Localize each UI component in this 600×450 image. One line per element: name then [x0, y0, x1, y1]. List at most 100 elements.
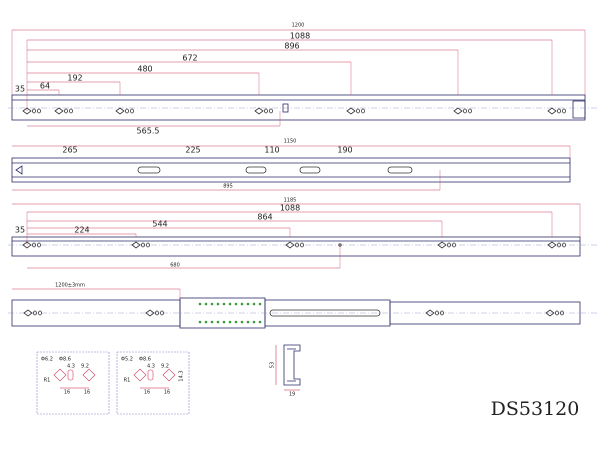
dimension-label: 53 — [270, 362, 276, 368]
dimension-label: 265 — [62, 146, 77, 155]
hole — [33, 310, 37, 316]
hole — [300, 242, 304, 248]
rail-inner — [11, 157, 571, 183]
hole — [145, 309, 155, 317]
dimension-label: 1150 — [284, 139, 297, 145]
dimension-label: 1088 — [280, 204, 300, 213]
dimension-label: 895 — [223, 184, 233, 190]
bearing — [210, 320, 214, 324]
dimension-label: 1088 — [290, 32, 310, 41]
hole — [254, 107, 264, 115]
rail-tip — [15, 165, 23, 175]
bearing — [228, 302, 232, 306]
dimension-label: Φ8.6 — [139, 357, 151, 363]
bearing — [246, 302, 250, 306]
rail-outer — [11, 236, 581, 257]
hole — [463, 108, 467, 114]
hole — [468, 108, 472, 114]
bearing — [198, 302, 202, 306]
dimension-label: Φ6.2 — [41, 357, 53, 363]
dimension-label: Φ5.2 — [121, 357, 133, 363]
slot — [299, 166, 321, 174]
dimension-label: 1185 — [284, 198, 297, 204]
hole — [557, 108, 561, 114]
hole — [435, 310, 439, 316]
hole — [264, 108, 268, 114]
bearing — [210, 302, 214, 306]
hole — [437, 241, 447, 249]
dimension-label: 4.3 — [147, 364, 155, 370]
dimension-label: R1 — [124, 378, 131, 384]
bearing — [240, 320, 244, 324]
hole-shape — [53, 368, 67, 382]
profile — [283, 344, 301, 386]
dimension-label: 190 — [337, 146, 352, 155]
dimension-label: 864 — [257, 213, 272, 222]
dimension-label: 16 — [144, 390, 150, 396]
hole — [54, 107, 64, 115]
bearing — [198, 320, 202, 324]
dimension-label: 192 — [67, 74, 82, 83]
hole — [547, 241, 557, 249]
dimension-label: 35 — [15, 85, 25, 94]
dimension-label: 14.3 — [179, 370, 185, 381]
hole-shape — [82, 368, 96, 382]
bearing — [246, 320, 250, 324]
hole — [146, 242, 150, 248]
hole — [562, 108, 566, 114]
hole — [440, 310, 444, 316]
dimension-label: 680 — [170, 263, 180, 269]
hole — [155, 310, 159, 316]
bearing — [216, 320, 220, 324]
detail-box — [116, 351, 190, 415]
hole — [37, 242, 41, 248]
dimension-label: 896 — [284, 42, 299, 51]
hole-shape — [67, 369, 74, 381]
slot — [269, 309, 381, 317]
rail-closed — [11, 94, 586, 121]
dimension-label: 480 — [137, 65, 152, 74]
dimension-label: 544 — [152, 220, 167, 229]
dimension-label: R1 — [44, 378, 51, 384]
bearing — [252, 302, 256, 306]
model-number: DS53120 — [491, 398, 580, 420]
hole — [295, 242, 299, 248]
hole — [37, 108, 41, 114]
dimension-label: 1200±3mm — [55, 283, 85, 289]
detail-box — [36, 351, 110, 415]
hole — [115, 107, 125, 115]
bearing — [222, 302, 226, 306]
dimension-label: 16 — [64, 390, 70, 396]
hole — [562, 242, 566, 248]
hole — [160, 310, 164, 316]
dimension-label: 16 — [164, 390, 170, 396]
hole — [547, 107, 557, 115]
dimension-label: 672 — [182, 54, 197, 63]
bearing — [240, 302, 244, 306]
hole — [346, 107, 356, 115]
hole — [32, 108, 36, 114]
hole — [545, 309, 555, 317]
hole — [141, 242, 145, 248]
dimension-label: 4.3 — [67, 364, 75, 370]
bearing — [258, 320, 262, 324]
hole — [555, 310, 559, 316]
bearing — [204, 320, 208, 324]
hole — [64, 108, 68, 114]
hole — [361, 108, 365, 114]
bearing — [222, 320, 226, 324]
dimension-label: 19 — [289, 392, 295, 398]
hole — [22, 241, 32, 249]
hole — [32, 242, 36, 248]
dimension-label: 225 — [185, 146, 200, 155]
dimension-label: 224 — [74, 226, 89, 235]
dimension-label: 9.2 — [81, 364, 89, 370]
hole — [560, 310, 564, 316]
bearing — [234, 320, 238, 324]
bearing — [216, 302, 220, 306]
hole — [130, 108, 134, 114]
tab — [282, 103, 289, 113]
hole — [452, 242, 456, 248]
hole — [23, 309, 33, 317]
hole — [447, 242, 451, 248]
